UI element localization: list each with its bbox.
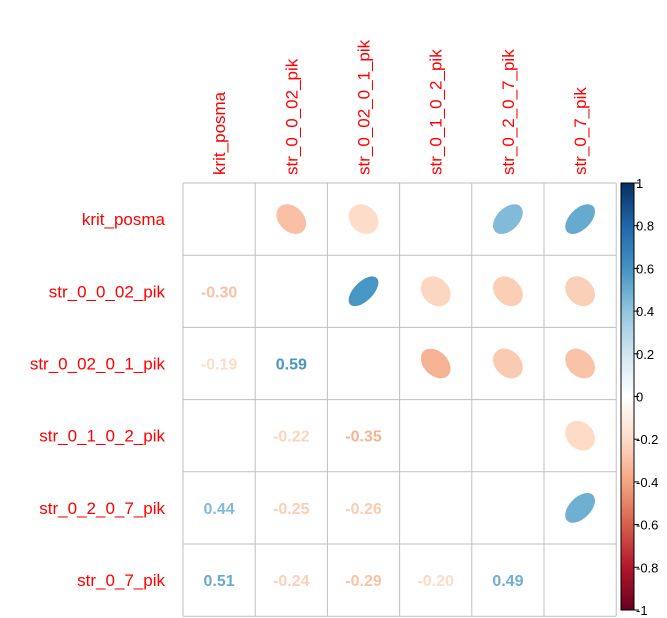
column-label: str_0_7_pik (571, 87, 590, 175)
correlation-ellipse (420, 348, 451, 379)
correlation-ellipse (348, 204, 379, 234)
colorbar-tick-label: 0 (636, 390, 643, 405)
correlation-ellipse (565, 420, 595, 451)
row-label: str_0_02_0_1_pik (30, 355, 166, 374)
correlation-value: 0.51 (204, 573, 235, 590)
colorbar-tick-label: 1 (636, 176, 643, 191)
correlation-ellipse (493, 276, 523, 307)
colorbar-tick-label: -1 (636, 603, 648, 618)
colorbar (620, 182, 635, 611)
correlation-value: 0.44 (204, 501, 235, 518)
colorbar-tick-label: 0.2 (636, 347, 654, 362)
correlation-ellipse (565, 348, 595, 379)
correlation-ellipse (493, 348, 523, 379)
correlation-value: 0.49 (492, 573, 523, 590)
column-label: str_0_2_0_7_pik (499, 49, 518, 175)
correlation-value: 0.59 (276, 357, 307, 374)
colorbar-tick-label: 0.8 (636, 219, 654, 234)
colorbar-tick-label: 0.4 (636, 304, 654, 319)
correlation-value: -0.19 (201, 357, 238, 374)
row-label: krit_posma (82, 210, 166, 229)
correlation-value: -0.35 (345, 429, 382, 446)
correlation-ellipse (565, 276, 595, 307)
column-label: str_0_1_0_2_pik (427, 49, 446, 175)
correlation-ellipse (565, 493, 595, 523)
correlation-value: -0.24 (273, 573, 310, 590)
colorbar-tick-label: 0.6 (636, 261, 654, 276)
correlation-ellipse (493, 204, 523, 234)
colorbar-tick-label: -0.6 (636, 518, 658, 533)
row-label: str_0_2_0_7_pik (39, 499, 165, 518)
correlation-ellipse (348, 276, 379, 307)
row-label: str_0_1_0_2_pik (39, 427, 165, 446)
row-label: str_0_7_pik (77, 571, 165, 590)
correlation-value: -0.26 (345, 501, 382, 518)
colorbar-tick-label: -0.4 (636, 475, 658, 490)
column-label: krit_posma (210, 91, 229, 175)
row-label: str_0_0_02_pik (49, 282, 166, 301)
correlation-value: -0.30 (201, 284, 238, 301)
correlation-ellipse (565, 204, 595, 234)
correlation-value: -0.25 (273, 501, 310, 518)
correlation-ellipse (276, 204, 307, 234)
column-label: str_0_0_02_pik (282, 58, 301, 175)
column-label: str_0_02_0_1_pik (355, 39, 374, 175)
colorbar-tick-label: -0.8 (636, 560, 658, 575)
correlation-value: -0.20 (417, 573, 454, 590)
correlation-value: -0.29 (345, 573, 382, 590)
colorbar-tick-label: -0.2 (636, 432, 658, 447)
correlation-ellipse (420, 276, 451, 307)
correlation-value: -0.22 (273, 429, 310, 446)
